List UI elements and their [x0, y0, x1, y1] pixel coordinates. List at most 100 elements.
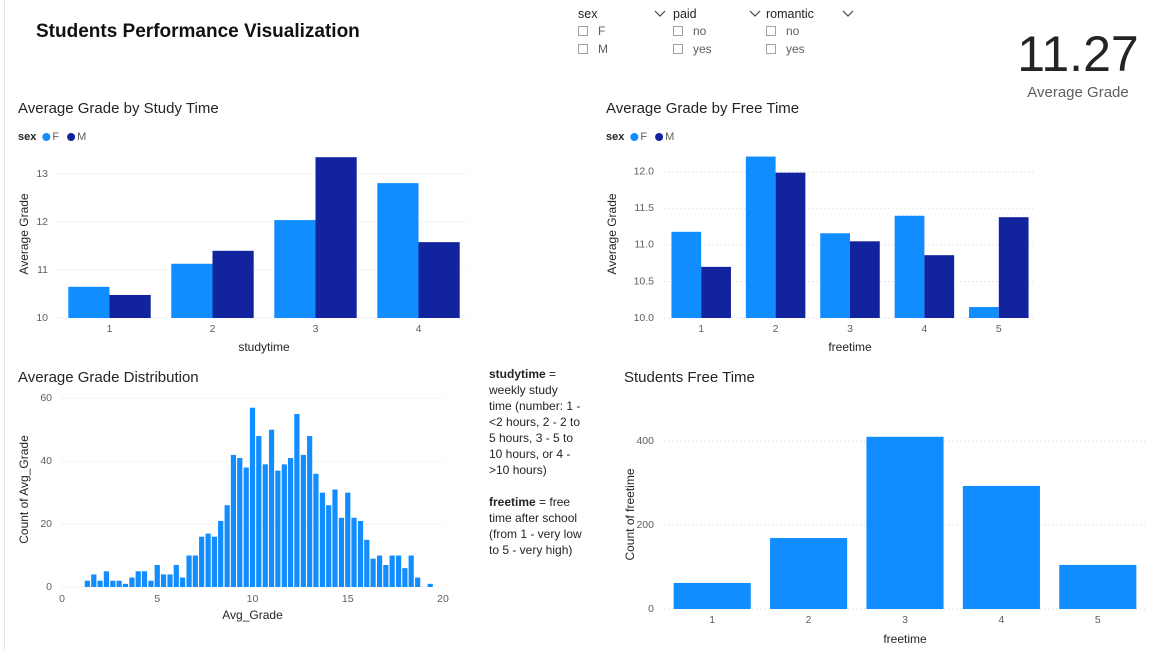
- slicer[interactable]: sex F M: [578, 6, 666, 58]
- slicer-option[interactable]: M: [578, 40, 666, 58]
- chart-title: Average Grade Distribution: [18, 369, 199, 386]
- x-tick-label: 1: [107, 323, 113, 335]
- bar: [243, 467, 249, 587]
- y-tick-label: 200: [636, 519, 654, 531]
- bar: [218, 520, 224, 587]
- bar: [192, 555, 198, 587]
- bar: [173, 564, 179, 587]
- legend-marker: [67, 133, 76, 141]
- bar: [326, 505, 332, 587]
- bar: [68, 286, 110, 318]
- x-tick-label: 2: [210, 323, 216, 335]
- slicer-field: paid: [673, 7, 697, 21]
- slicer[interactable]: romantic no yes: [766, 6, 854, 58]
- slicer-option[interactable]: F: [578, 22, 666, 40]
- y-tick-label: 12: [36, 216, 48, 228]
- x-axis-label: Avg_Grade: [222, 608, 283, 622]
- slicer-option[interactable]: no: [673, 22, 761, 40]
- bar: [205, 533, 211, 587]
- bar: [377, 183, 419, 318]
- bar: [154, 564, 160, 587]
- bar: [319, 492, 326, 587]
- checkbox[interactable]: [673, 44, 683, 54]
- x-tick-label: 2: [773, 323, 779, 335]
- y-tick-label: 11.5: [634, 202, 654, 214]
- bar: [103, 571, 109, 587]
- slicer-option[interactable]: no: [766, 22, 854, 40]
- x-tick-label: 3: [902, 614, 908, 626]
- chevron[interactable]: [654, 10, 666, 18]
- x-tick-label: 20: [437, 593, 449, 605]
- y-tick-label: 400: [636, 435, 654, 447]
- chevron[interactable]: [842, 10, 854, 18]
- slicer-header[interactable]: paid: [673, 6, 761, 22]
- bar: [745, 156, 776, 318]
- legend-label: M: [665, 131, 674, 143]
- y-axis-label: Average Grade: [605, 193, 619, 274]
- bar: [249, 407, 256, 587]
- slicer[interactable]: paid no yes: [673, 6, 761, 58]
- chevron[interactable]: [749, 10, 761, 18]
- bar: [370, 558, 376, 587]
- kpi-card: 11.27 Average Grade: [1000, 24, 1156, 101]
- checkbox[interactable]: [673, 26, 683, 36]
- bar: [351, 517, 357, 587]
- option-label: F: [598, 24, 606, 38]
- checkbox[interactable]: [578, 44, 588, 54]
- bar: [820, 233, 850, 318]
- bar: [307, 436, 313, 587]
- legend-marker: [655, 133, 664, 141]
- bar: [313, 473, 319, 587]
- y-tick-label: 11.0: [634, 239, 654, 251]
- note-text: = free time after school (from 1 - very …: [489, 495, 582, 557]
- bar: [135, 571, 141, 587]
- bar: [110, 580, 116, 587]
- bar: [268, 429, 275, 587]
- bar: [427, 583, 433, 587]
- bar: [962, 485, 1040, 609]
- legend-marker: [630, 133, 639, 141]
- x-tick-label: 4: [998, 614, 1004, 626]
- bar: [1059, 564, 1137, 609]
- bar: [281, 464, 287, 587]
- bar: [775, 172, 806, 318]
- note-term: freetime: [489, 495, 536, 509]
- chart-title: Average Grade by Study Time: [18, 100, 219, 117]
- bar: [109, 294, 151, 318]
- slicer-option[interactable]: yes: [673, 40, 761, 58]
- x-tick-label: 3: [847, 323, 853, 335]
- bar: [396, 555, 402, 587]
- checkbox[interactable]: [766, 44, 776, 54]
- bar: [357, 520, 364, 587]
- bar: [171, 263, 213, 318]
- y-tick-label: 0: [648, 603, 654, 615]
- bar: [274, 220, 316, 318]
- x-tick-label: 5: [154, 593, 160, 605]
- bar: [237, 458, 243, 587]
- legend-title: sex: [18, 131, 37, 143]
- slicer-option[interactable]: yes: [766, 40, 854, 58]
- y-tick-label: 20: [40, 518, 52, 530]
- page-title: Students Performance Visualization: [36, 21, 360, 42]
- bar: [364, 539, 370, 587]
- y-tick-label: 40: [40, 455, 52, 467]
- bar: [288, 458, 294, 587]
- option-label: no: [786, 24, 800, 38]
- slicer-header[interactable]: romantic: [766, 6, 854, 22]
- checkbox[interactable]: [766, 26, 776, 36]
- option-label: M: [598, 42, 608, 56]
- x-tick-label: 1: [698, 323, 704, 335]
- checkbox[interactable]: [578, 26, 588, 36]
- bar: [199, 536, 205, 587]
- y-tick-label: 13: [36, 168, 48, 180]
- x-axis-label: freetime: [883, 632, 927, 646]
- chart-title: Students Free Time: [624, 369, 755, 386]
- bar: [212, 250, 254, 318]
- y-axis-label: Count of freetime: [623, 468, 637, 560]
- y-tick-label: 11: [37, 264, 48, 276]
- bar: [376, 555, 383, 587]
- slicer-header[interactable]: sex: [578, 6, 666, 22]
- x-tick-label: 2: [806, 614, 812, 626]
- bar: [850, 241, 880, 318]
